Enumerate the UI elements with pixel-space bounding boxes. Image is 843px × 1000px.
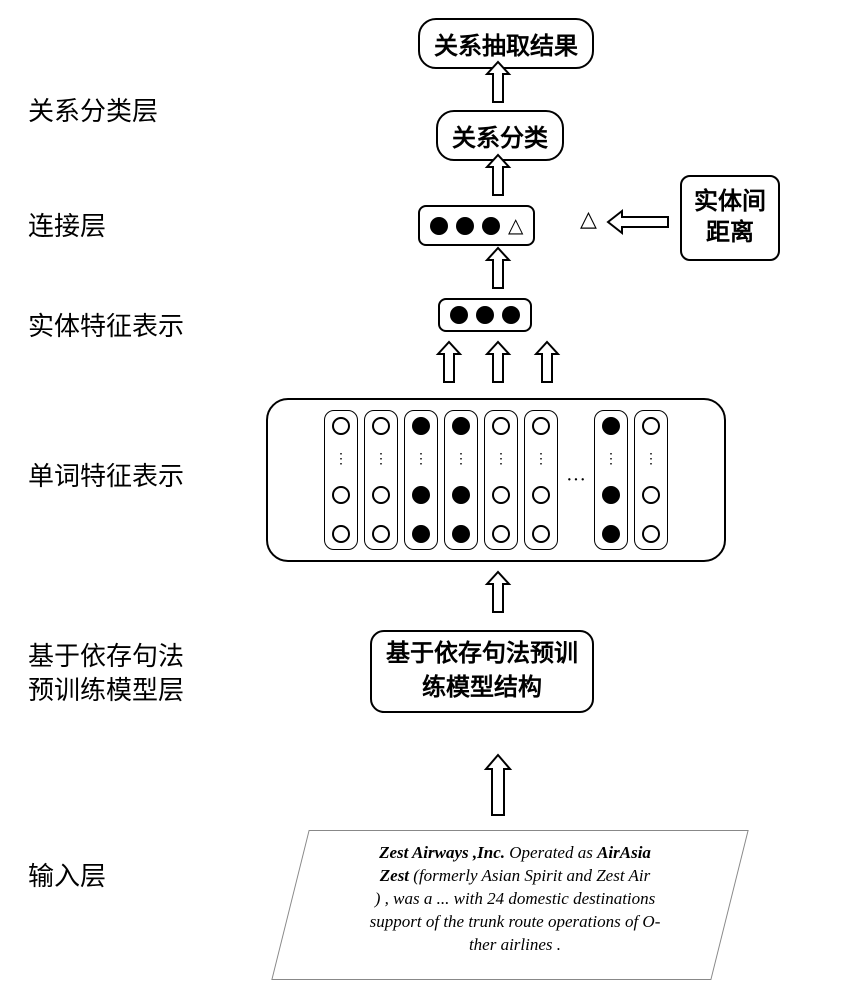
dot-icon <box>602 417 620 435</box>
node-classify: 关系分类 <box>436 110 564 161</box>
word-vec-col: ⋮ <box>524 410 558 550</box>
dot-icon <box>452 417 470 435</box>
vdots-icon: ⋮ <box>414 456 428 464</box>
dot-icon <box>482 217 500 235</box>
label-relation-class: 关系分类层 <box>28 95 158 129</box>
word-vec-col: ⋮ <box>484 410 518 550</box>
word-vec-col: ⋮ <box>444 410 478 550</box>
dot-icon <box>430 217 448 235</box>
dot-icon <box>332 486 350 504</box>
vdots-icon: ⋮ <box>454 456 468 464</box>
word-vec-col: ⋮ <box>404 410 438 550</box>
dot-icon <box>476 306 494 324</box>
label-input: 输入层 <box>28 860 106 894</box>
dot-icon <box>602 525 620 543</box>
label-entity-feat: 实体特征表示 <box>28 310 184 344</box>
ellipsis-icon: ··· <box>564 469 588 492</box>
vdots-icon: ⋮ <box>334 456 348 464</box>
vdots-icon: ⋮ <box>644 456 658 464</box>
dot-icon <box>372 525 390 543</box>
dot-icon <box>372 417 390 435</box>
dot-icon <box>642 525 660 543</box>
label-word-feat: 单词特征表示 <box>28 460 184 494</box>
word-feature-container: ⋮ ⋮ ⋮ ⋮ ⋮ ⋮ ··· ⋮ ⋮ <box>266 398 726 562</box>
node-pretrain-struct: 基于依存句法预训 练模型结构 <box>370 630 594 713</box>
label-pretrain: 基于依存句法 预训练模型层 <box>28 640 184 708</box>
dot-icon <box>412 525 430 543</box>
dot-icon <box>642 417 660 435</box>
dot-icon <box>532 525 550 543</box>
label-connect: 连接层 <box>28 210 106 244</box>
vdots-icon: ⋮ <box>604 456 618 464</box>
dot-icon <box>492 486 510 504</box>
vdots-icon: ⋮ <box>534 456 548 464</box>
input-text: Zest Airways ,Inc. Operated as AirAsia Z… <box>305 842 725 957</box>
extra-triangle-icon: △ <box>580 206 597 232</box>
connect-vector: △ <box>418 205 535 246</box>
dot-icon <box>332 417 350 435</box>
word-vec-col: ⋮ <box>594 410 628 550</box>
dot-icon <box>332 525 350 543</box>
dot-icon <box>642 486 660 504</box>
dot-icon <box>412 417 430 435</box>
dot-icon <box>532 417 550 435</box>
dot-icon <box>456 217 474 235</box>
dot-icon <box>492 525 510 543</box>
dot-icon <box>452 525 470 543</box>
node-distance: 实体间 距离 <box>680 175 780 261</box>
vdots-icon: ⋮ <box>494 456 508 464</box>
word-vec-col: ⋮ <box>364 410 398 550</box>
dot-icon <box>412 486 430 504</box>
dot-icon <box>372 486 390 504</box>
triangle-icon: △ <box>508 213 523 238</box>
node-result: 关系抽取结果 <box>418 18 594 69</box>
dot-icon <box>532 486 550 504</box>
entity-vector <box>438 298 532 332</box>
dot-icon <box>602 486 620 504</box>
dot-icon <box>452 486 470 504</box>
word-vec-col: ⋮ <box>634 410 668 550</box>
dot-icon <box>450 306 468 324</box>
dot-icon <box>502 306 520 324</box>
dot-icon <box>492 417 510 435</box>
word-vec-col: ⋮ <box>324 410 358 550</box>
vdots-icon: ⋮ <box>374 456 388 464</box>
